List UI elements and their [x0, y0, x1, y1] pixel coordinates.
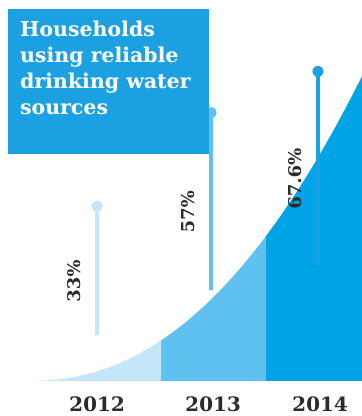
- title-box: Households using reliable drinking water…: [8, 9, 209, 154]
- value-label-2012: 33%: [64, 260, 85, 302]
- title-line-2: using reliable: [20, 43, 179, 67]
- pin-head-2012: [91, 200, 103, 212]
- pin-head-2014: [312, 65, 324, 77]
- area-band-2014: [266, 76, 362, 381]
- area-band-2012: [27, 340, 161, 381]
- title-line-4: sources: [20, 95, 108, 119]
- value-label-2013: 57%: [178, 190, 199, 232]
- year-label-2014: 2014: [292, 392, 348, 416]
- year-label-2012: 2012: [69, 392, 125, 416]
- value-label-2014: 67.6%: [285, 148, 306, 209]
- title-line-3: drinking water: [20, 69, 191, 93]
- title-line-1: Households: [20, 17, 155, 41]
- year-label-2013: 2013: [185, 392, 241, 416]
- area-band-2013: [161, 235, 266, 381]
